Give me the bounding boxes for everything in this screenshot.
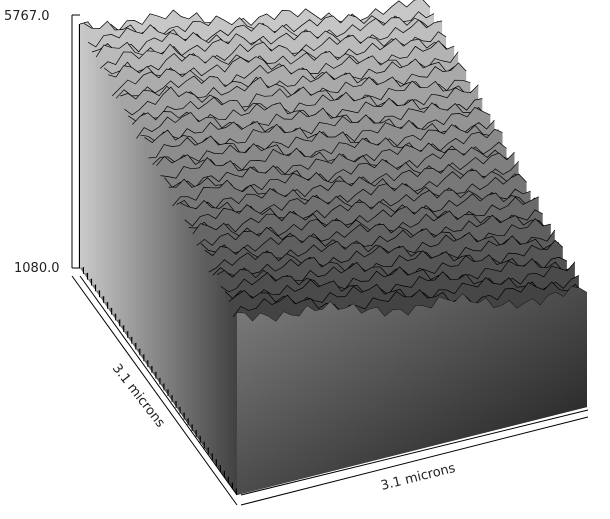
surface-profile-line <box>124 80 475 116</box>
surface-profile-line <box>200 218 551 254</box>
surface-profile-line <box>87 17 439 48</box>
y-axis-inner <box>79 275 238 496</box>
surface-layer <box>78 0 588 495</box>
surface-profile-line <box>103 40 455 75</box>
surface-front-face <box>237 286 587 495</box>
surface-profile-line <box>188 196 539 233</box>
x-axis-line <box>240 416 589 506</box>
surface-profile-line <box>232 281 584 318</box>
surface-profile-line <box>216 254 568 284</box>
surface-profile-line <box>208 235 559 273</box>
surface-profile-line <box>115 62 467 99</box>
surface-profile-line <box>184 192 535 227</box>
surface-profile-line <box>140 106 491 143</box>
y-axis-line <box>71 275 238 506</box>
surface-profile-line <box>196 214 547 246</box>
surface-profile-line <box>176 173 527 211</box>
surface-profile-line <box>172 169 523 207</box>
surface-profile-line <box>224 261 576 300</box>
x-axis-title: 3.1 microns <box>379 461 457 494</box>
surface-profile-line <box>91 19 443 53</box>
surface-profile-line <box>136 102 487 139</box>
surface-profile-line <box>220 258 572 293</box>
x-axis-inner <box>240 409 589 496</box>
surface-profile-line <box>99 37 451 69</box>
axes-frame <box>71 14 589 506</box>
surface-profile-line <box>152 128 503 165</box>
surface-profile-line <box>79 0 431 33</box>
z-axis-max-label: 5767.0 <box>4 9 50 24</box>
surface-profile-line <box>128 84 479 122</box>
surface-profile-line <box>164 151 515 188</box>
surface-profile-line <box>148 124 499 159</box>
surface-profile-line <box>160 146 511 179</box>
surface-profile-line <box>111 58 463 97</box>
z-axis-min-label: 1080.0 <box>14 261 60 276</box>
surface-profile-line <box>212 239 564 277</box>
